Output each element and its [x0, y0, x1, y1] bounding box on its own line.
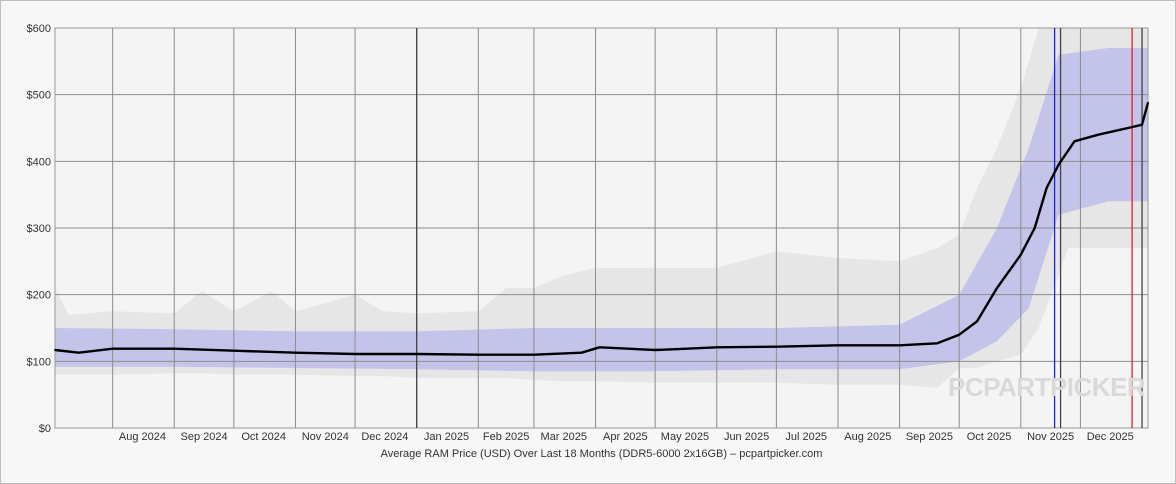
- data-point: [976, 320, 978, 323]
- chart-caption: Average RAM Price (USD) Over Last 18 Mon…: [381, 448, 823, 460]
- x-tick-label: Apr 2025: [603, 431, 648, 443]
- y-axis-ticks: $0 $100 $200 $300 $400 $500 $600: [27, 23, 51, 435]
- data-point: [77, 351, 80, 354]
- data-point: [1147, 101, 1149, 104]
- data-point: [958, 333, 961, 336]
- data-point: [54, 349, 56, 351]
- x-tick-label: Aug 2025: [844, 431, 891, 443]
- data-point: [715, 346, 718, 349]
- x-tick-label: Sep 2024: [180, 431, 227, 443]
- data-point: [1097, 133, 1100, 136]
- data-point: [837, 344, 839, 347]
- x-tick-label: Oct 2025: [967, 431, 1012, 443]
- data-point: [898, 344, 901, 347]
- data-point: [936, 342, 939, 345]
- y-tick-label: $400: [27, 156, 51, 168]
- y-tick-label: $600: [27, 23, 51, 35]
- price-band-0: [55, 28, 1148, 388]
- data-point: [580, 351, 583, 354]
- grid-lines: [54, 27, 1149, 429]
- x-tick-label: Dec 2025: [1087, 431, 1134, 443]
- data-point: [477, 353, 480, 356]
- y-tick-label: $0: [39, 423, 51, 435]
- data-point: [598, 346, 601, 349]
- x-tick-label: Dec 2024: [361, 431, 408, 443]
- plot-border: [54, 27, 1149, 429]
- vertical-markers: [416, 28, 1143, 428]
- data-point: [294, 351, 297, 354]
- price-band-1: [55, 48, 1148, 372]
- x-tick-label: Mar 2025: [540, 431, 586, 443]
- x-axis-ticks: Aug 2024 Sep 2024 Oct 2024 Nov 2024 Dec 2024…: [119, 431, 1134, 443]
- x-tick-label: Jul 2025: [785, 431, 827, 443]
- data-point: [232, 349, 235, 352]
- data-point: [1045, 187, 1048, 189]
- data-point: [173, 347, 176, 350]
- x-tick-label: Sep 2025: [906, 431, 953, 443]
- y-tick-label: $300: [27, 223, 51, 235]
- data-point: [654, 349, 657, 351]
- x-tick-label: Feb 2025: [483, 431, 529, 443]
- x-tick-label: Aug 2024: [119, 431, 166, 443]
- y-tick-label: $200: [27, 290, 51, 302]
- data-point: [775, 345, 778, 348]
- average-price-line: [54, 101, 1150, 356]
- x-tick-label: Jan 2025: [424, 431, 469, 443]
- data-point: [1019, 253, 1022, 256]
- data-point: [996, 287, 998, 289]
- data-point: [1127, 127, 1130, 129]
- x-tick-label: Nov 2024: [302, 431, 349, 443]
- price-range-bands: [55, 28, 1148, 388]
- data-point: [533, 353, 535, 356]
- data-point: [415, 353, 418, 355]
- x-tick-label: Jun 2025: [724, 431, 769, 443]
- watermark: PCPARTPICKER: [948, 372, 1146, 402]
- y-tick-label: $500: [27, 90, 51, 102]
- data-point: [354, 353, 356, 355]
- data-point: [1057, 163, 1060, 166]
- watermark-text: PCPARTPICKER: [948, 372, 1146, 402]
- data-point: [1141, 123, 1143, 126]
- data-point: [1073, 140, 1076, 143]
- data-point: [672, 348, 674, 351]
- x-tick-label: May 2025: [661, 431, 709, 443]
- data-point: [1033, 227, 1036, 229]
- x-tick-label: Oct 2024: [241, 431, 286, 443]
- x-tick-label: Nov 2025: [1027, 431, 1074, 443]
- data-point: [111, 347, 114, 350]
- y-tick-label: $100: [27, 356, 51, 368]
